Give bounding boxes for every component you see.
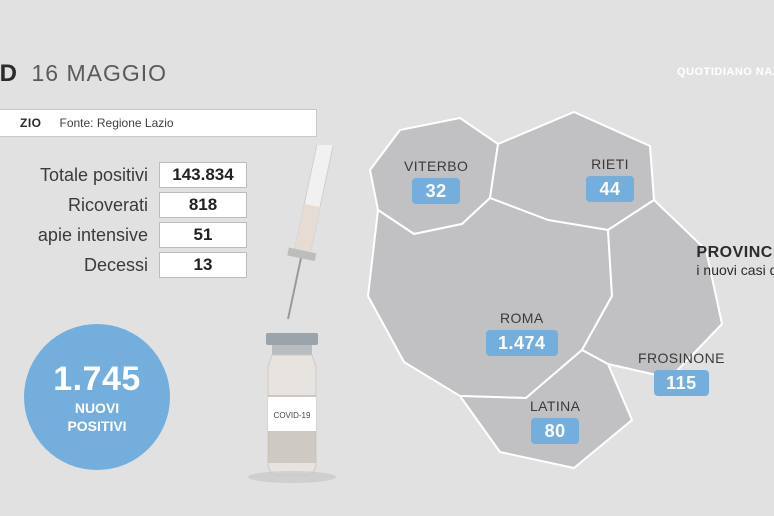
header: VID 16 MAGGIO (0, 60, 167, 88)
province-name: VITERBO (404, 158, 468, 174)
province-latina: LATINA 80 (530, 398, 580, 444)
header-date: 16 MAGGIO (32, 60, 168, 87)
stat-label: apie intensive (0, 225, 160, 246)
province-note-sub: i nuovi casi di (696, 262, 774, 278)
stat-label: Decessi (0, 255, 160, 276)
source-bar: ZIO Fonte: Regione Lazio (0, 110, 316, 136)
big-metric-caption2: POSITIVI (67, 419, 126, 434)
syringe-vial-icon: COVID-19 (238, 145, 358, 485)
stats-table: Totale positivi 143.834 Ricoverati 818 a… (0, 160, 246, 280)
province-note-heading: PROVINCE (696, 244, 774, 262)
stat-label: Ricoverati (0, 195, 160, 216)
province-value-badge: 1.474 (486, 330, 558, 356)
big-metric-circle: 1.745 NUOVI POSITIVI (24, 324, 170, 470)
region-code: ZIO (20, 116, 42, 130)
table-row: apie intensive 51 (0, 220, 246, 250)
province-name: RIETI (586, 156, 634, 172)
province-value-badge: 115 (654, 370, 709, 396)
province-value-badge: 44 (586, 176, 634, 202)
province-value-badge: 32 (412, 178, 460, 204)
source-label: Fonte: Regione Lazio (60, 116, 174, 130)
province-name: LATINA (530, 398, 580, 414)
table-row: Decessi 13 (0, 250, 246, 280)
province-frosinone: FROSINONE 115 (638, 350, 725, 396)
table-row: Totale positivi 143.834 (0, 160, 246, 190)
province-value-badge: 80 (531, 418, 579, 444)
vial-syringe-illustration: COVID-19 (238, 145, 358, 485)
province-name: ROMA (486, 310, 558, 326)
header-title: VID (0, 60, 18, 88)
stat-value: 143.834 (160, 163, 246, 187)
table-row: Ricoverati 818 (0, 190, 246, 220)
province-roma: ROMA 1.474 (486, 310, 558, 356)
vial-label: COVID-19 (274, 411, 311, 420)
province-rieti: RIETI 44 (586, 156, 634, 202)
big-metric-caption1: NUOVI (75, 401, 119, 416)
publisher-credit: QUOTIDIANO NAZ (677, 66, 774, 78)
province-viterbo: VITERBO 32 (404, 158, 468, 204)
province-name: FROSINONE (638, 350, 725, 366)
province-map: VITERBO 32 RIETI 44 ROMA 1.474 LATINA 80 FROSINO… (350, 100, 740, 500)
stat-value: 818 (160, 193, 246, 217)
stat-label: Totale positivi (0, 165, 160, 186)
big-metric-value: 1.745 (53, 360, 141, 399)
province-note: PROVINCE i nuovi casi di (696, 244, 774, 278)
stat-value: 13 (160, 253, 246, 277)
stat-value: 51 (160, 223, 246, 247)
